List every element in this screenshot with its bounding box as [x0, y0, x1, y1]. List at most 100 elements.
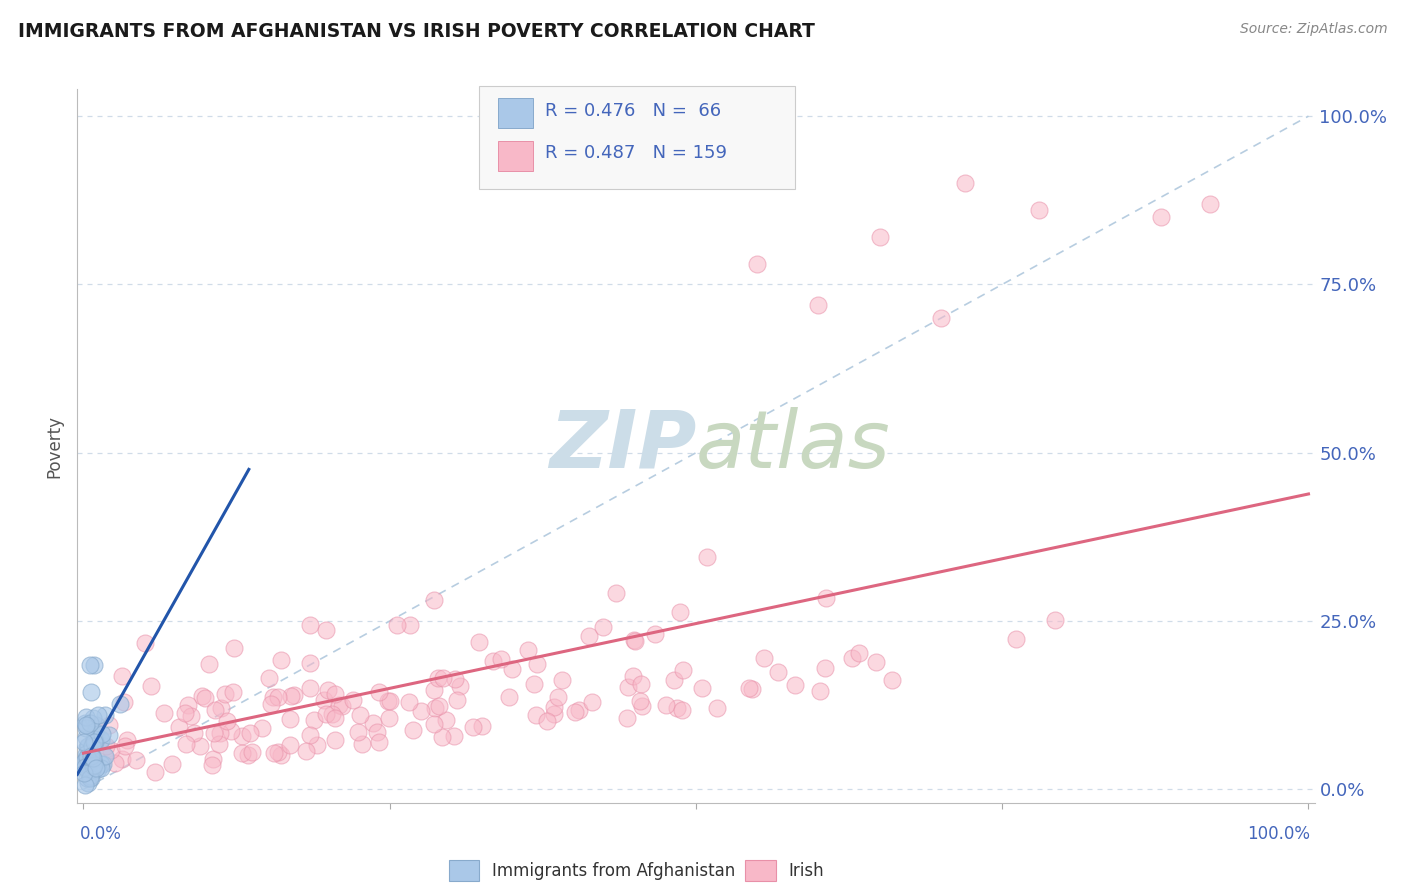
Point — [471, 719, 494, 733]
Point — [114, 739, 136, 754]
Point — [737, 681, 759, 695]
Point — [304, 714, 326, 728]
Point — [299, 657, 322, 671]
Point — [280, 689, 302, 703]
Text: Source: ZipAtlas.com: Source: ZipAtlas.com — [1240, 22, 1388, 37]
Point — [523, 677, 546, 691]
Point — [342, 693, 364, 707]
Point — [578, 629, 600, 643]
Point — [581, 695, 603, 709]
Point — [568, 703, 591, 717]
Point — [79, 769, 101, 783]
Bar — [449, 860, 479, 881]
Point — [592, 620, 614, 634]
Point — [112, 695, 135, 709]
Point — [955, 177, 977, 191]
Point — [94, 748, 117, 763]
Point — [79, 657, 101, 672]
Point — [491, 652, 513, 666]
Point — [350, 737, 373, 751]
Point — [321, 707, 343, 722]
Point — [167, 720, 190, 734]
Point — [217, 714, 239, 728]
Point — [259, 671, 281, 685]
Point — [330, 699, 353, 714]
Point — [82, 758, 104, 772]
Point — [690, 681, 713, 696]
Point — [134, 636, 156, 650]
Point — [76, 750, 98, 764]
Point — [87, 762, 110, 776]
Point — [367, 685, 389, 699]
Point — [630, 676, 652, 690]
Point — [655, 698, 678, 712]
Point — [160, 756, 183, 771]
Point — [432, 730, 454, 744]
Point — [1028, 203, 1050, 218]
Point — [86, 707, 108, 722]
Point — [201, 758, 224, 772]
Point — [270, 653, 292, 667]
Point — [880, 673, 903, 687]
Point — [666, 701, 689, 715]
Point — [617, 680, 640, 694]
Point — [543, 707, 565, 722]
Point — [90, 756, 112, 771]
Point — [295, 744, 318, 758]
Bar — [498, 141, 533, 171]
Point — [706, 701, 728, 715]
Point — [84, 718, 107, 732]
Point — [73, 755, 96, 769]
Point — [80, 739, 103, 754]
Point — [73, 765, 96, 780]
Point — [198, 657, 221, 672]
Point — [747, 257, 769, 271]
Point — [75, 747, 97, 761]
Point — [91, 757, 114, 772]
Point — [848, 646, 870, 660]
Point — [449, 679, 471, 693]
Point — [621, 669, 644, 683]
Point — [1199, 196, 1222, 211]
Point — [298, 728, 321, 742]
Point — [377, 693, 399, 707]
Point — [411, 704, 433, 718]
Point — [672, 664, 695, 678]
Point — [202, 752, 225, 766]
Point — [190, 689, 212, 703]
Point — [807, 298, 830, 312]
Point — [83, 758, 105, 772]
Point — [865, 656, 887, 670]
Text: IMMIGRANTS FROM AFGHANISTAN VS IRISH POVERTY CORRELATION CHART: IMMIGRANTS FROM AFGHANISTAN VS IRISH POV… — [18, 22, 815, 41]
Point — [208, 726, 231, 740]
Point — [79, 748, 101, 763]
Point — [174, 737, 197, 751]
Point — [111, 669, 134, 683]
Point — [366, 724, 388, 739]
Point — [75, 731, 97, 745]
Point — [82, 757, 104, 772]
Point — [443, 729, 465, 743]
Point — [75, 716, 97, 731]
Point — [222, 685, 245, 699]
Point — [536, 714, 558, 729]
Text: ZIP: ZIP — [548, 407, 696, 485]
Point — [427, 671, 450, 685]
Point — [1005, 632, 1028, 646]
Point — [82, 753, 104, 767]
Point — [299, 617, 322, 632]
Point — [80, 771, 103, 785]
Point — [323, 711, 346, 725]
Point — [224, 640, 246, 655]
Point — [125, 753, 148, 767]
Point — [664, 673, 686, 687]
Point — [202, 725, 225, 739]
Point — [785, 678, 807, 692]
Point — [231, 729, 253, 743]
Point — [808, 684, 831, 698]
Point — [434, 713, 457, 727]
Text: Irish: Irish — [789, 862, 824, 880]
Point — [94, 739, 117, 753]
Point — [378, 711, 401, 725]
Point — [82, 759, 104, 773]
